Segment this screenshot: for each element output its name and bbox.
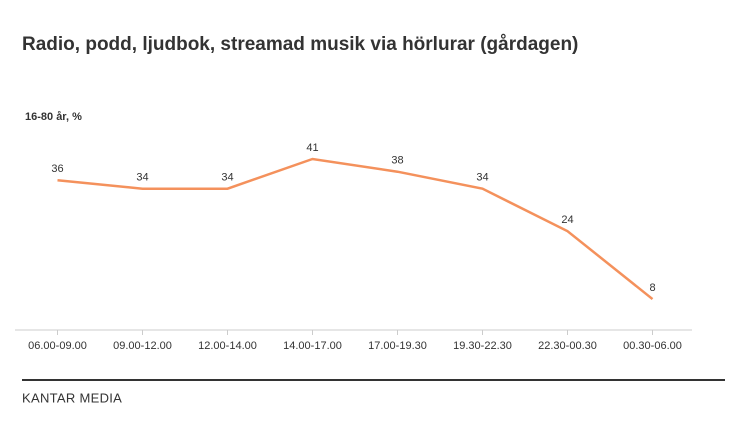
data-label: 38 — [391, 155, 403, 167]
data-label: 41 — [306, 142, 318, 154]
y-axis-label: 16-80 år, % — [25, 111, 82, 123]
x-tick-label: 17.00-19.30 — [368, 340, 427, 352]
x-tick-label: 00.30-06.00 — [623, 340, 682, 352]
line — [57, 157, 654, 301]
data-label: 8 — [649, 282, 655, 294]
x-tick-label: 14.00-17.00 — [283, 340, 342, 352]
x-tick-label: 06.00-09.00 — [28, 340, 87, 352]
data-label: 34 — [221, 172, 233, 184]
chart-title: Radio, podd, ljudbok, streamad musik via… — [22, 34, 578, 55]
data-label: 34 — [136, 172, 148, 184]
data-label: 36 — [51, 163, 63, 175]
x-tick-label: 19.30-22.30 — [453, 340, 512, 352]
x-tick-label: 09.00-12.00 — [113, 340, 172, 352]
data-label: 24 — [561, 214, 573, 226]
data-label: 34 — [476, 172, 488, 184]
x-tick-label: 12.00-14.00 — [198, 340, 257, 352]
x-tick-label: 22.30-00.30 — [538, 340, 597, 352]
footer-brand: KANTAR MEDIA — [22, 390, 122, 405]
